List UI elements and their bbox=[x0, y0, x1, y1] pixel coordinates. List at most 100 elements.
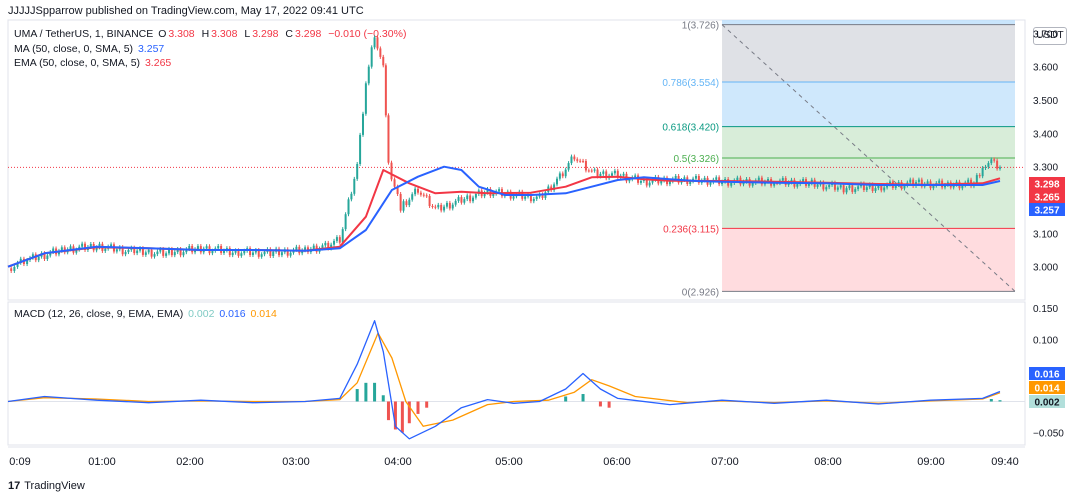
candle-body bbox=[605, 171, 608, 179]
macd-hist-value: 0.002 bbox=[188, 308, 215, 320]
candle-body bbox=[107, 246, 110, 249]
candle-body bbox=[330, 244, 333, 249]
candle-body bbox=[139, 248, 142, 251]
ohlc-low: L 3.298 bbox=[244, 28, 279, 40]
candle-body bbox=[709, 182, 712, 185]
candle-body bbox=[793, 179, 796, 187]
candle-body bbox=[474, 194, 477, 198]
candle-body bbox=[619, 175, 622, 178]
time-axis-tick: 01:00 bbox=[88, 456, 116, 468]
candle-body bbox=[993, 159, 996, 161]
fib-zone bbox=[722, 126, 1015, 158]
time-axis-tick: 08:00 bbox=[814, 456, 842, 468]
time-axis-tick: 02:00 bbox=[176, 456, 204, 468]
candle-body bbox=[721, 181, 724, 185]
candle-body bbox=[521, 191, 524, 199]
candle-body bbox=[367, 66, 370, 84]
candle-body bbox=[941, 180, 944, 188]
candle-body bbox=[22, 258, 25, 265]
candle-body bbox=[790, 179, 793, 183]
candle-body bbox=[697, 176, 700, 183]
candle-body bbox=[763, 181, 766, 185]
candle-body bbox=[431, 206, 434, 207]
candle-body bbox=[278, 248, 281, 256]
candle-body bbox=[13, 266, 16, 271]
candle-body bbox=[917, 179, 920, 183]
fib-zone bbox=[722, 82, 1015, 127]
candle-body bbox=[72, 246, 75, 253]
candle-body bbox=[191, 246, 194, 253]
time-axis-tick: 06:00 bbox=[603, 456, 631, 468]
candle-body bbox=[115, 249, 118, 252]
candle-body bbox=[118, 247, 121, 250]
candle-body bbox=[860, 183, 863, 187]
candle-body bbox=[776, 183, 779, 184]
candle-body bbox=[309, 248, 312, 253]
candle-body bbox=[182, 252, 185, 256]
time-axis-tick: 03:00 bbox=[282, 456, 310, 468]
candle-body bbox=[272, 251, 275, 256]
candle-body bbox=[845, 188, 848, 193]
candle-body bbox=[616, 170, 619, 178]
currency-unit-badge[interactable]: USDT bbox=[1033, 27, 1067, 45]
candle-body bbox=[422, 194, 425, 196]
macd-axis-tick: 0.050 bbox=[1033, 366, 1058, 377]
candle-body bbox=[671, 178, 674, 182]
candle-body bbox=[819, 182, 822, 185]
candle-body bbox=[733, 180, 736, 183]
candle-body bbox=[217, 246, 220, 249]
candle-body bbox=[730, 183, 733, 186]
candle-body bbox=[529, 194, 532, 202]
candle-body bbox=[324, 242, 327, 246]
candle-body bbox=[990, 159, 993, 164]
macd-histogram-bar bbox=[598, 401, 602, 407]
candle-body bbox=[984, 166, 987, 168]
candle-body bbox=[833, 182, 836, 190]
candle-body bbox=[338, 237, 341, 243]
candle-body bbox=[136, 250, 139, 254]
macd-badge bbox=[1029, 395, 1065, 408]
candle-body bbox=[225, 248, 228, 251]
candle-body bbox=[949, 182, 952, 188]
price-badge bbox=[1029, 190, 1065, 203]
candle-body bbox=[524, 196, 527, 199]
candle-body bbox=[495, 191, 498, 194]
candle-body bbox=[445, 202, 448, 207]
candle-body bbox=[443, 206, 446, 211]
candle-body bbox=[886, 184, 889, 188]
candle-body bbox=[460, 197, 463, 203]
macd-line bbox=[7, 320, 1001, 440]
macd-histogram-bar bbox=[400, 401, 404, 433]
candle-body bbox=[437, 204, 440, 208]
candle-body bbox=[587, 170, 590, 172]
candle-body bbox=[399, 194, 402, 211]
candle-body bbox=[981, 168, 984, 177]
candle-body bbox=[637, 175, 640, 183]
candle-body bbox=[162, 249, 165, 256]
candle-body bbox=[663, 177, 666, 181]
candle-body bbox=[874, 188, 877, 191]
candle-body bbox=[179, 249, 182, 256]
candle-body bbox=[19, 258, 22, 263]
candle-body bbox=[518, 191, 521, 195]
candle-body bbox=[384, 65, 387, 116]
candle-body bbox=[81, 243, 84, 247]
candle-body bbox=[144, 252, 147, 255]
candle-body bbox=[748, 179, 751, 186]
candle-body bbox=[822, 182, 825, 190]
candle-body bbox=[188, 246, 191, 250]
candle-body bbox=[813, 179, 816, 187]
macd-signal-value: 0.014 bbox=[250, 308, 277, 320]
ma-line bbox=[7, 165, 1001, 268]
candle-body bbox=[622, 173, 625, 176]
fib-level-label: 0(2.926) bbox=[682, 287, 719, 298]
candle-body bbox=[767, 179, 770, 182]
candle-body bbox=[932, 185, 935, 189]
candle-body bbox=[854, 189, 857, 192]
candle-body bbox=[289, 252, 292, 256]
candle-body bbox=[894, 185, 897, 188]
candle-body bbox=[742, 181, 745, 185]
candle-body bbox=[214, 248, 217, 251]
candle-body bbox=[220, 246, 223, 253]
